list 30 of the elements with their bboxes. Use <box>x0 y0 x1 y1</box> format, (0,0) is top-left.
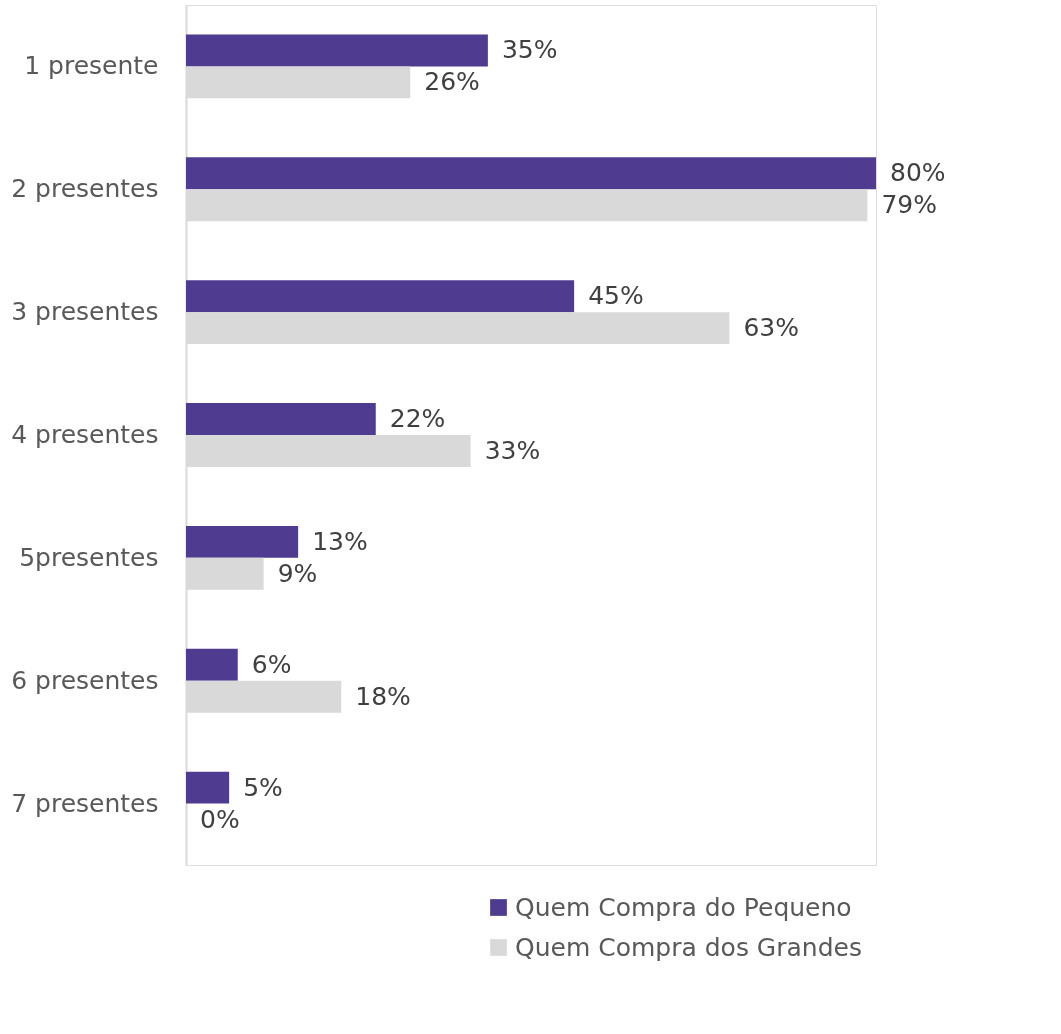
bar <box>186 34 488 67</box>
bar <box>186 280 575 313</box>
y-tick-label: 2 presentes <box>11 174 159 204</box>
legend-label: Quem Compra do Pequeno <box>515 892 852 922</box>
data-label: 26% <box>424 67 480 97</box>
bar <box>186 525 299 558</box>
bar <box>186 403 376 435</box>
data-label: 13% <box>312 526 368 556</box>
data-label: 6% <box>251 649 292 679</box>
y-tick-label: 6 presentes <box>11 665 159 695</box>
data-label: 9% <box>277 558 318 588</box>
y-tick-label: 5presentes <box>19 542 159 572</box>
data-label: 0% <box>200 804 240 834</box>
data-label: 5% <box>243 772 283 802</box>
data-label: 63% <box>743 313 799 343</box>
data-label: 18% <box>355 681 411 711</box>
data-label: 22% <box>389 404 446 434</box>
bar <box>186 157 876 190</box>
y-tick-label: 7 presentes <box>11 788 159 818</box>
bar <box>186 648 238 681</box>
y-tick-label: 1 presente <box>24 51 159 81</box>
data-label: 33% <box>484 435 541 465</box>
y-tick-label: 3 presentes <box>11 297 159 327</box>
data-label: 80% <box>890 158 946 188</box>
data-label: 79% <box>881 190 937 220</box>
bar <box>186 771 230 804</box>
data-label: 35% <box>501 35 558 65</box>
y-tick-label: 4 presentes <box>11 420 159 449</box>
legend-label: Quem Compra dos Grandes <box>515 932 862 962</box>
data-label: 45% <box>588 281 644 311</box>
